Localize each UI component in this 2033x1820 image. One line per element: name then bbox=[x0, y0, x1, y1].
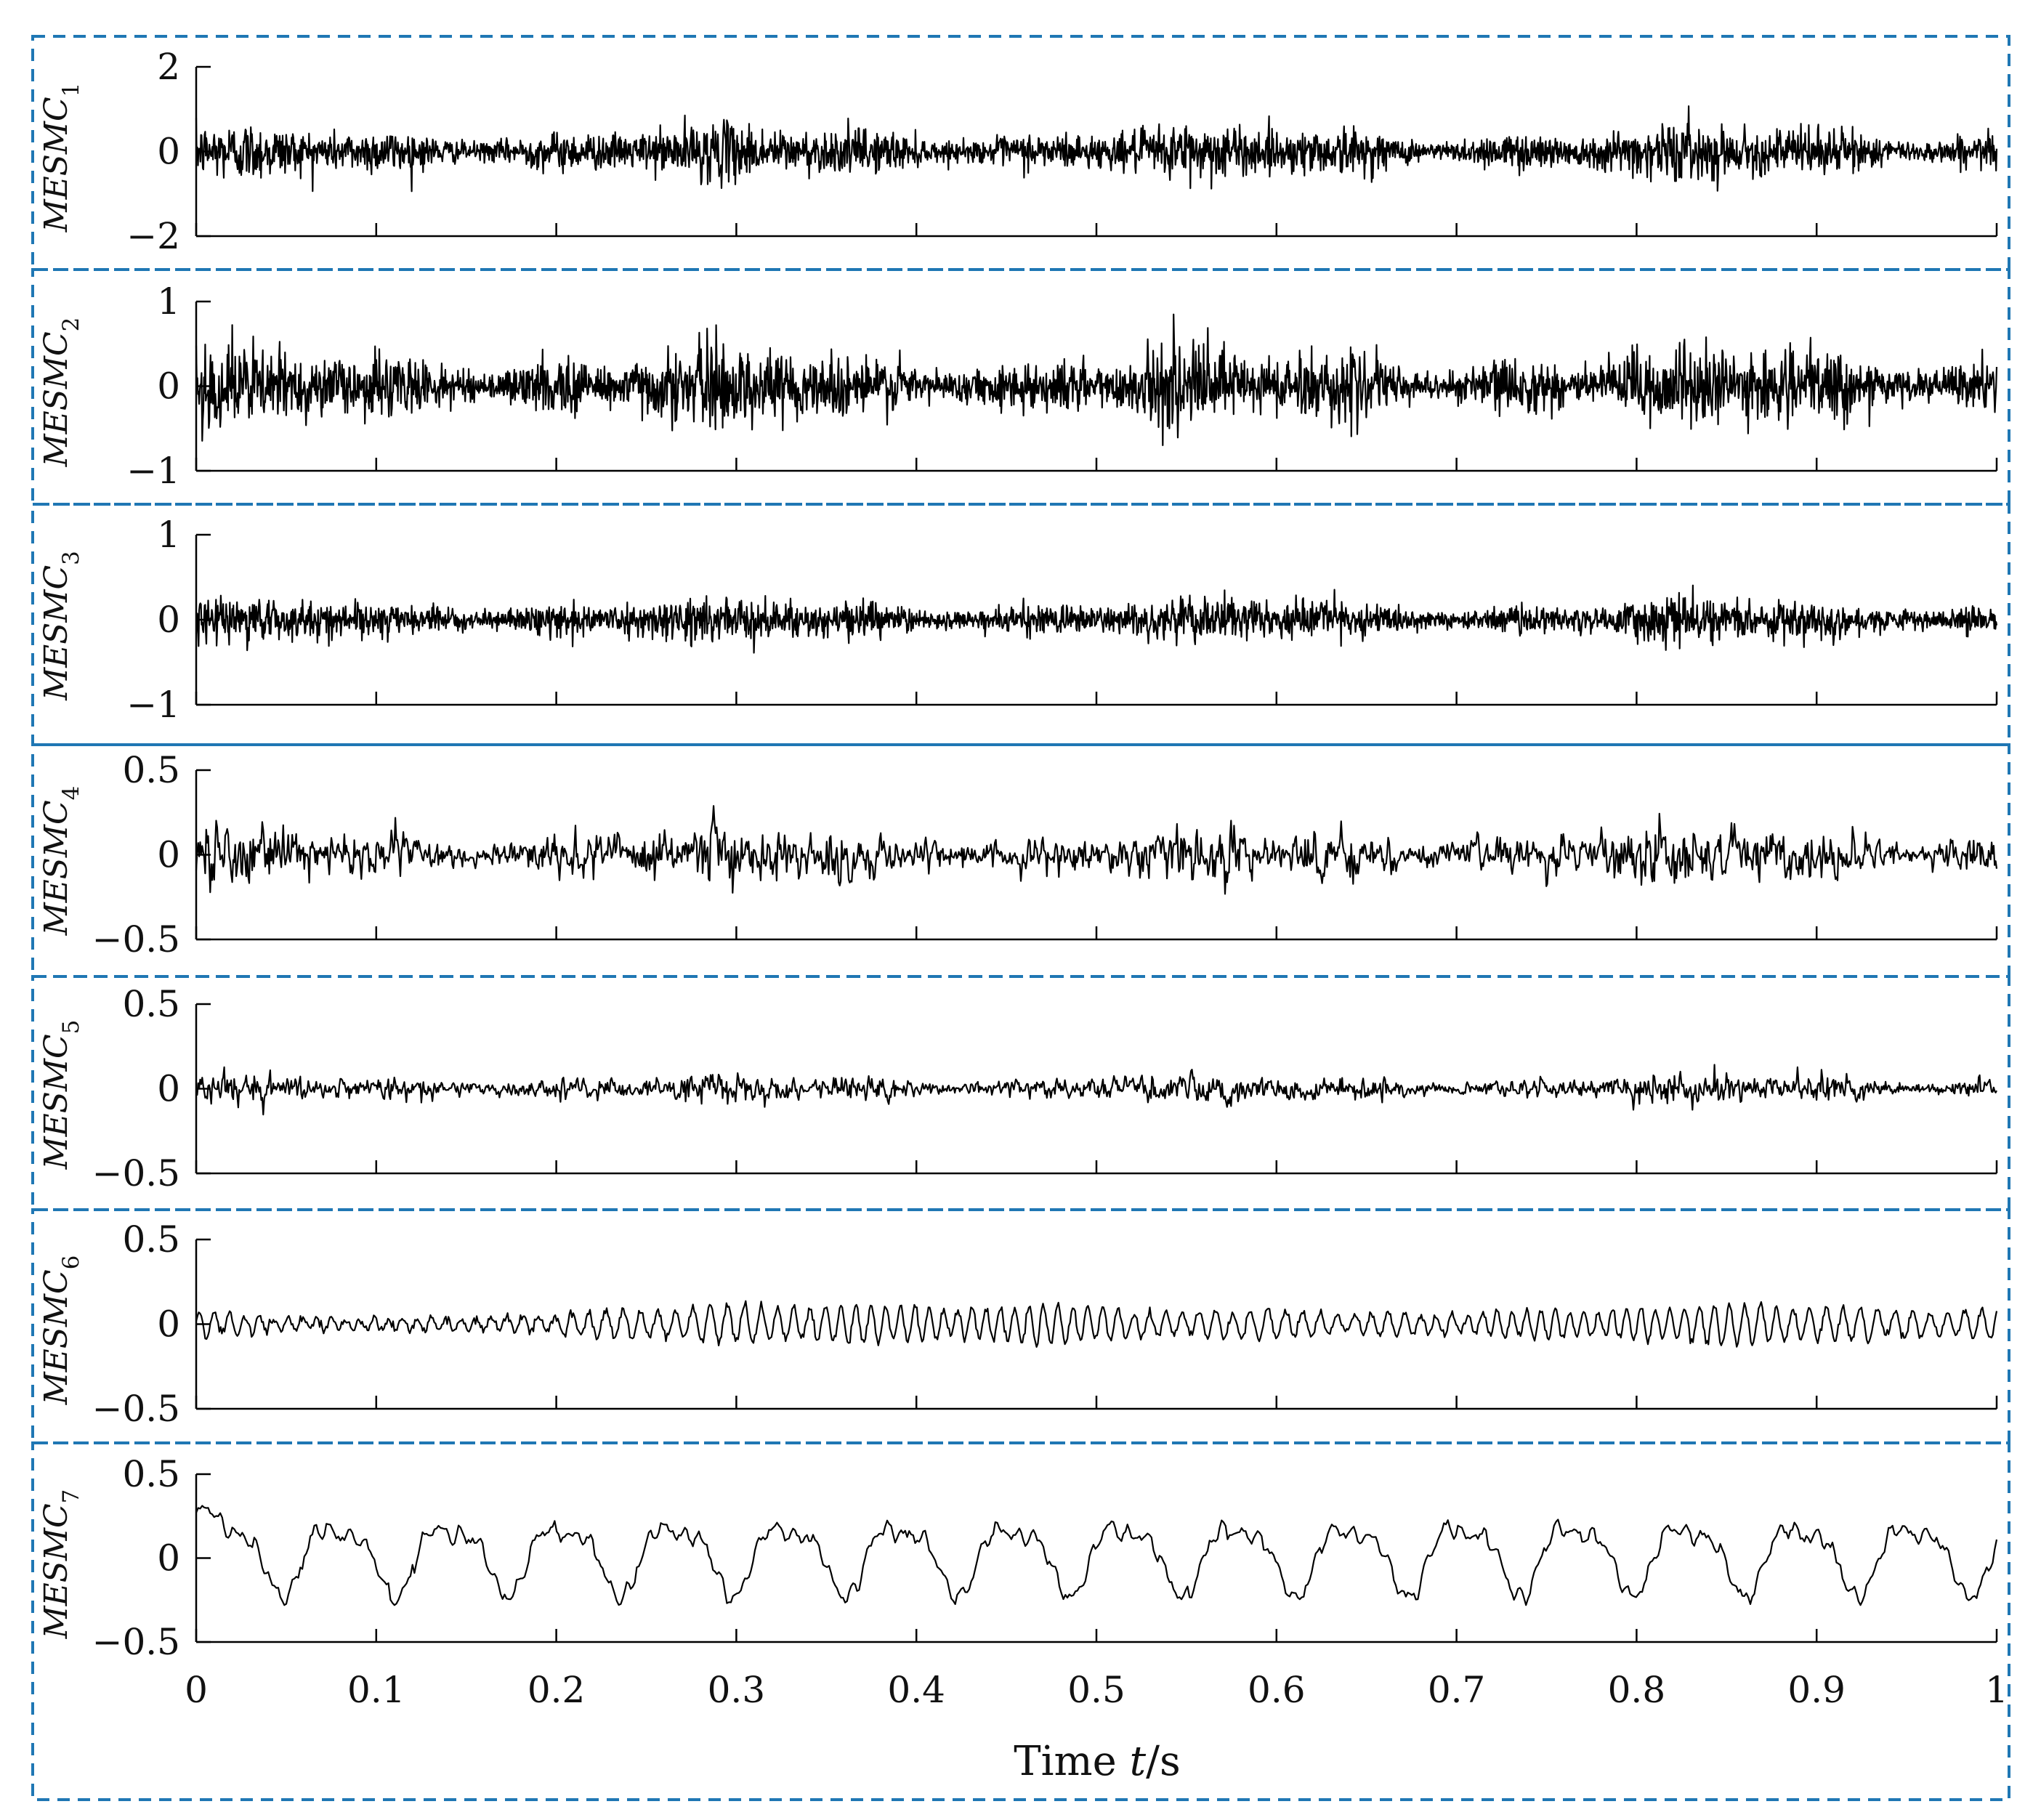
x-tick-label: 0.6 bbox=[1248, 1669, 1306, 1711]
y-tick-label: 0.5 bbox=[122, 1453, 180, 1495]
y-tick-label: 0.5 bbox=[122, 749, 180, 791]
y-axis-label-sub: 7 bbox=[58, 1489, 84, 1504]
y-axis-label-sub: 3 bbox=[58, 551, 84, 565]
series-line bbox=[195, 584, 1998, 654]
y-axis-label: MESMC5 bbox=[38, 1020, 84, 1170]
y-tick-label: 0 bbox=[157, 1537, 180, 1580]
y-axis-label-main: MESMC bbox=[38, 1269, 75, 1405]
y-axis-label-sub: 4 bbox=[58, 786, 84, 801]
y-axis-label-sub: 6 bbox=[58, 1255, 84, 1270]
y-axis-label: MESMC4 bbox=[38, 786, 84, 937]
y-tick-label: −0.5 bbox=[92, 1152, 180, 1194]
y-tick-label: 0 bbox=[157, 1068, 180, 1110]
series-line bbox=[195, 1505, 1998, 1606]
x-tick-label: 0.7 bbox=[1428, 1669, 1486, 1711]
y-axis-label-sub: 5 bbox=[58, 1020, 84, 1035]
panel-4: −0.5 0 0.5 MESMC4 bbox=[31, 743, 2010, 978]
y-tick-label: 0 bbox=[157, 131, 180, 173]
panel-frame bbox=[31, 1441, 2010, 1801]
y-tick-label: 0 bbox=[157, 599, 180, 641]
y-axis-label: MESMC7 bbox=[38, 1489, 84, 1640]
y-tick-label: −1 bbox=[126, 684, 180, 726]
series-line bbox=[195, 313, 1998, 446]
x-axis-label: Time t/s bbox=[1014, 1738, 1180, 1785]
x-axis-label-variable: t bbox=[1130, 1738, 1147, 1785]
x-tick-label: 0.9 bbox=[1787, 1669, 1846, 1711]
y-axis-label-main: MESMC bbox=[38, 331, 75, 467]
y-tick-label: 1 bbox=[157, 280, 180, 323]
series-line bbox=[195, 1300, 1998, 1348]
y-axis-label: MESMC6 bbox=[38, 1255, 84, 1406]
x-tick-label: 0.2 bbox=[528, 1669, 586, 1711]
y-tick-label: 0 bbox=[157, 1303, 180, 1346]
series-line bbox=[195, 1064, 1997, 1116]
x-axis-label-suffix: /s bbox=[1146, 1738, 1181, 1785]
x-tick-label: 0.1 bbox=[347, 1669, 405, 1711]
y-axis-label-sub: 1 bbox=[58, 83, 84, 97]
panel-5: −0.5 0 0.5 MESMC5 bbox=[31, 975, 2010, 1211]
y-axis-label: MESMC3 bbox=[38, 551, 84, 701]
y-tick-label: 0.5 bbox=[122, 983, 180, 1025]
x-tick-label: 0.5 bbox=[1067, 1669, 1125, 1711]
y-tick-label: −0.5 bbox=[92, 1388, 180, 1430]
y-axis-label-main: MESMC bbox=[38, 800, 75, 936]
x-tick-label: 1 bbox=[1985, 1669, 2008, 1711]
panel-2: −1 0 1 MESMC2 bbox=[31, 268, 2010, 506]
y-axis-label-main: MESMC bbox=[38, 97, 75, 232]
x-tick-label: 0.4 bbox=[887, 1669, 945, 1711]
panel-frame bbox=[31, 743, 2010, 978]
y-axis-label: MESMC1 bbox=[38, 83, 84, 233]
x-axis: 0 0.1 0.2 0.3 0.4 0.5 0.6 0.7 0.8 0.9 1 Time t/s bbox=[185, 1669, 2008, 1785]
x-tick-label: 0.8 bbox=[1608, 1669, 1666, 1711]
y-tick-label: 0 bbox=[157, 834, 180, 876]
panel-6: −0.5 0 0.5 MESMC6 bbox=[31, 1208, 2010, 1444]
y-tick-label: 2 bbox=[157, 46, 180, 88]
panel-3: −1 0 1 MESMC3 bbox=[31, 503, 2010, 746]
y-tick-label: −0.5 bbox=[92, 1621, 180, 1663]
y-tick-label: −0.5 bbox=[92, 918, 180, 960]
y-tick-label: −1 bbox=[126, 450, 180, 492]
x-tick-label: 0.3 bbox=[708, 1669, 766, 1711]
panel-1: −2 0 2 MESMC1 bbox=[31, 35, 2010, 271]
series-line bbox=[195, 105, 1998, 193]
y-axis-label-sub: 2 bbox=[58, 318, 84, 332]
x-axis-label-prefix: Time bbox=[1014, 1738, 1129, 1785]
y-tick-label: −2 bbox=[126, 215, 180, 257]
x-tick-label: 0 bbox=[185, 1669, 208, 1711]
y-axis-label-main: MESMC bbox=[38, 565, 75, 701]
y-tick-label: 0 bbox=[157, 365, 180, 408]
series-line bbox=[195, 805, 1998, 895]
y-axis-label-main: MESMC bbox=[38, 1503, 75, 1639]
y-tick-label: 0.5 bbox=[122, 1218, 180, 1261]
y-axis-label-main: MESMC bbox=[38, 1034, 75, 1170]
y-tick-label: 1 bbox=[157, 514, 180, 556]
panel-frame bbox=[31, 975, 2010, 1211]
y-axis-label: MESMC2 bbox=[38, 318, 84, 468]
